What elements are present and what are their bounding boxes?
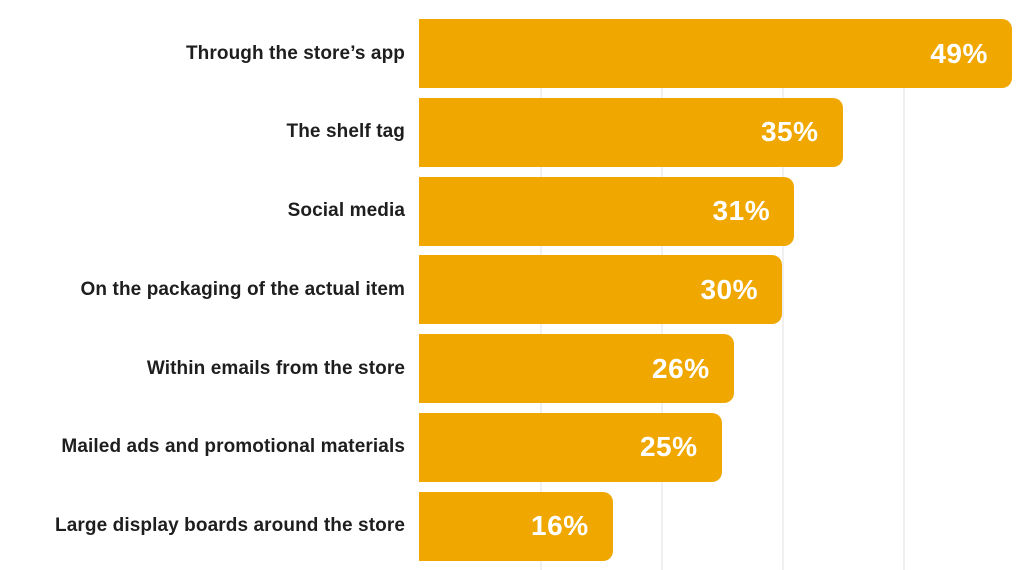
bar-row: Social media 31%: [0, 176, 1024, 246]
bar: 30%: [419, 255, 782, 325]
bar-value-label: 35%: [760, 116, 819, 148]
bar-value-label: 49%: [930, 37, 988, 69]
bar-track: 25%: [419, 412, 1024, 482]
bar-row: Within emails from the store 26%: [0, 334, 1024, 404]
bar-track: 30%: [419, 255, 1024, 325]
bar: 35%: [419, 97, 843, 167]
category-label: On the packaging of the actual item: [80, 278, 405, 300]
bar-track: 49%: [419, 19, 1024, 88]
bar-value-label: 30%: [700, 273, 758, 305]
bar-row: Large display boards around the store 16…: [0, 491, 1024, 561]
bar-value-label: 31%: [712, 195, 771, 227]
bar-value-label: 26%: [652, 352, 710, 384]
bar-track: 16%: [419, 491, 1024, 561]
bar: 16%: [419, 491, 613, 561]
bar-row: The shelf tag 35%: [0, 97, 1024, 167]
bar-row: On the packaging of the actual item 30%: [0, 255, 1024, 325]
bar-track: 31%: [419, 176, 1024, 246]
bar: 49%: [419, 19, 1012, 88]
bar: 26%: [419, 334, 734, 404]
bar-track: 26%: [419, 334, 1024, 404]
bar-row: Through the store’s app 49%: [0, 19, 1024, 88]
category-label: Mailed ads and promotional materials: [61, 436, 405, 458]
bar-track: 35%: [419, 97, 1024, 167]
category-label: Within emails from the store: [146, 357, 405, 379]
bar-value-label: 16%: [531, 510, 589, 542]
category-label: Through the store’s app: [185, 42, 405, 64]
bar-value-label: 25%: [639, 431, 698, 463]
bar-row: Mailed ads and promotional materials 25%: [0, 412, 1024, 482]
bar: 25%: [419, 412, 722, 482]
category-label: Social media: [287, 200, 405, 222]
bar: 31%: [419, 176, 795, 246]
category-label: Large display boards around the store: [55, 515, 405, 537]
category-label: The shelf tag: [286, 121, 405, 143]
